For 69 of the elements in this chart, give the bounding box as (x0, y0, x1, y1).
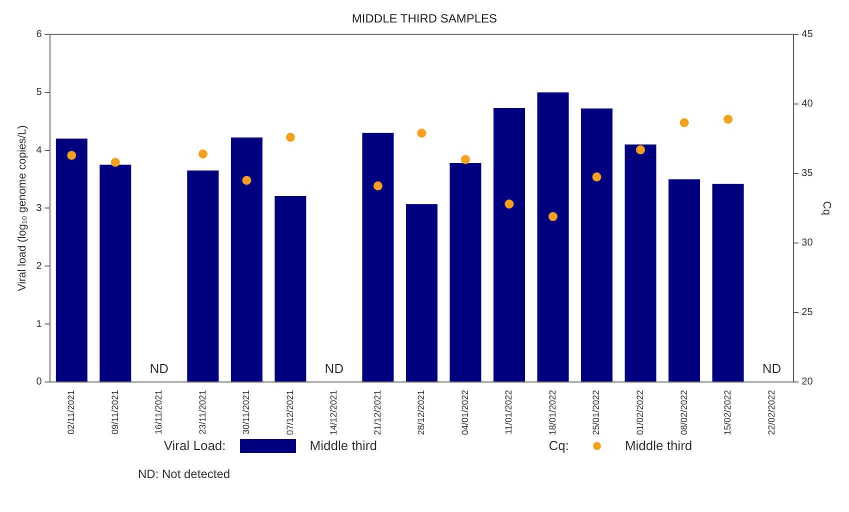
y2-tick-label: 25 (802, 307, 814, 318)
y-tick-label: 6 (36, 29, 42, 40)
point (724, 114, 733, 124)
bar (493, 108, 525, 382)
annotation: ND (150, 361, 169, 376)
point (636, 145, 646, 154)
point (548, 212, 558, 222)
legend-label: Middle third (310, 438, 377, 453)
legend-label: Middle third (624, 438, 692, 453)
x-tick-label: 28/12/2021 (416, 390, 426, 436)
y2-tick-label: 45 (802, 29, 814, 40)
bar (56, 138, 88, 382)
y-axis-title: Viral load (log₁₀ genome copies/L) (16, 125, 29, 292)
x-tick-label: 15/02/2022 (722, 390, 733, 436)
y-tick-label: 2 (36, 260, 42, 272)
point (198, 149, 208, 158)
y2-tick-label: 30 (802, 238, 814, 249)
y-tick-label: 3 (36, 202, 42, 214)
point (67, 150, 76, 160)
bar (362, 132, 394, 382)
y-tick-label: 5 (36, 87, 42, 98)
point (242, 176, 252, 185)
x-tick-label: 02/11/2021 (66, 390, 76, 434)
annotation: ND (762, 361, 782, 376)
y2-axis-title: Cq (820, 201, 832, 216)
point (592, 172, 602, 182)
x-tick-label: 09/11/2021 (110, 390, 120, 434)
bar (230, 138, 262, 382)
bar (581, 108, 613, 382)
point (110, 158, 120, 167)
y2-tick-label: 40 (802, 98, 814, 110)
text: Cq: (548, 438, 569, 453)
annotation: ND (324, 361, 344, 376)
chart-title: MIDDLE THIRD SAMPLES (352, 12, 498, 26)
y-tick-label: 4 (36, 145, 42, 156)
text: Viral Load: (164, 438, 226, 453)
text: ND: Not detected (138, 467, 232, 481)
x-tick-label: 04/01/2022 (460, 390, 470, 436)
y2-tick-label: 35 (802, 168, 814, 180)
x-tick-label: 14/12/2021 (328, 390, 339, 436)
x-tick-label: 11/01/2022 (504, 390, 514, 434)
x-tick-label: 25/01/2022 (591, 390, 602, 436)
point (373, 181, 382, 190)
x-tick-label: 16/11/2021 (154, 390, 164, 434)
bar (100, 164, 132, 382)
x-tick-label: 08/02/2022 (678, 390, 689, 436)
x-tick-label: 01/02/2022 (635, 390, 645, 436)
point (417, 128, 426, 138)
bar (187, 170, 219, 382)
x-tick-label: 23/11/2021 (197, 390, 208, 434)
y-tick-label: 0 (36, 376, 42, 388)
bar (624, 144, 656, 382)
x-tick-label: 30/11/2021 (241, 390, 252, 434)
y2-tick-label: 20 (802, 376, 814, 388)
x-tick-label: 22/02/2022 (766, 390, 776, 436)
point (286, 132, 295, 142)
bar (537, 92, 569, 382)
x-tick-label: 18/01/2022 (547, 390, 558, 436)
point (680, 118, 689, 128)
x-tick-label: 21/12/2021 (372, 390, 382, 436)
y-tick-label: 1 (36, 318, 42, 330)
bar (712, 184, 744, 382)
bar (406, 204, 438, 382)
x-tick-label: 07/12/2021 (284, 390, 295, 436)
bar (450, 162, 482, 382)
point (504, 200, 514, 209)
bar (274, 196, 306, 382)
point (460, 155, 470, 164)
bar (668, 179, 700, 382)
